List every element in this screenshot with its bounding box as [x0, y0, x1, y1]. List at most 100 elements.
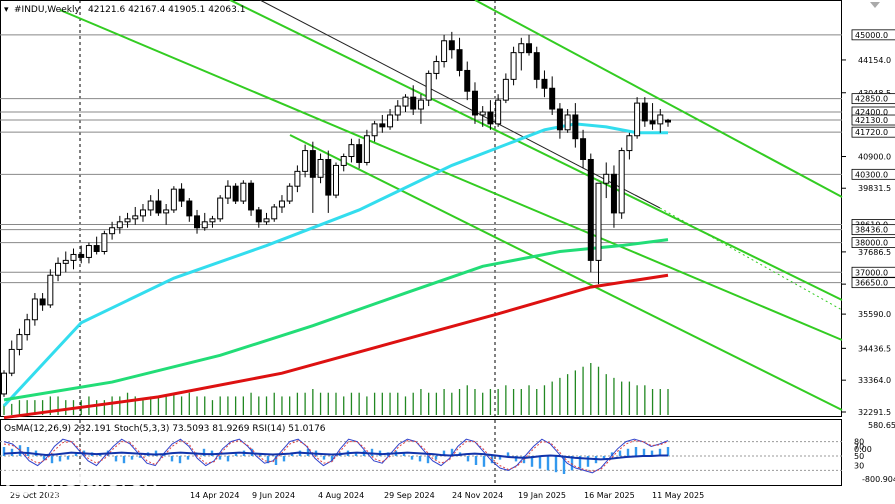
x-tick-label: 29 Sep 2024 — [384, 491, 435, 500]
level-badge — [851, 126, 895, 138]
chart-header-ohlc: 42121.6 42167.4 41905.1 42063.1 — [88, 5, 245, 15]
candle-body — [371, 123, 378, 137]
level-badge-label: 41720.0 — [855, 128, 888, 137]
y-tick-label: 37686.5 — [858, 248, 891, 257]
level-badge — [851, 277, 895, 289]
candle-body — [665, 119, 671, 123]
candle-body — [572, 114, 579, 140]
x-tick-label: 19 Jan 2025 — [518, 491, 566, 500]
candle-body — [556, 108, 563, 131]
candle-body — [39, 298, 46, 306]
x-tick-label: 24 Nov 2024 — [452, 491, 503, 500]
candle-body — [201, 221, 208, 229]
candle-body — [448, 40, 455, 51]
level-badge-label: 37000.0 — [855, 268, 888, 277]
candle-body — [464, 69, 471, 92]
candle-body — [641, 102, 648, 122]
candle-body — [471, 90, 478, 116]
candle-body — [348, 144, 355, 158]
level-badge-label: 38000.0 — [855, 239, 888, 248]
indicator-header: OsMA(12,26,9) 232.191 Stoch(5,3,3) 73.50… — [4, 424, 326, 434]
candle-body — [587, 158, 594, 261]
candle-body — [626, 135, 633, 152]
y-tick-label: 39831.5 — [858, 184, 891, 193]
stoch-signal-line — [3, 440, 669, 472]
level-badge — [851, 114, 895, 126]
watermark-logo-icon — [4, 460, 40, 496]
candle-body — [456, 49, 463, 71]
candle-body — [194, 215, 201, 229]
candle-body — [564, 114, 571, 131]
scroll-arrow-icon[interactable] — [870, 2, 880, 8]
candle-body — [410, 96, 417, 110]
candle-body — [394, 105, 401, 116]
candle-body — [518, 43, 525, 54]
candle-body — [101, 233, 108, 252]
candle-body — [618, 150, 625, 214]
candle-body — [70, 253, 77, 261]
candle-body — [309, 150, 316, 178]
candle-body — [387, 114, 394, 128]
candlesticks — [1, 31, 671, 397]
x-tick-label: 29 Oct 2023 — [10, 491, 59, 500]
candle-body — [479, 111, 486, 116]
candle-body — [433, 61, 440, 74]
candle-body — [294, 170, 301, 187]
candle-body — [417, 99, 424, 110]
time-axis: 29 Oct 2023 14 Apr 2024 9 Jun 2024 4 Aug 20… — [10, 491, 704, 500]
candle-body — [510, 52, 517, 80]
x-tick-label: 16 Mar 2025 — [584, 491, 635, 500]
candle-body — [325, 158, 332, 196]
resistance-line — [474, 0, 843, 198]
candle-body — [186, 200, 193, 217]
candle-body — [31, 298, 38, 321]
level-badge — [851, 224, 895, 236]
indicator-axis-min: -800.904 — [862, 475, 895, 484]
candle-body — [24, 319, 31, 336]
level-badge-label: 42850.0 — [855, 95, 888, 104]
candle-body — [441, 40, 448, 63]
chart-header-icon: ▾ — [4, 5, 9, 15]
candle-body — [333, 164, 339, 196]
level-badge-label: 36650.0 — [855, 279, 888, 288]
candle-body — [224, 185, 231, 199]
candle-body — [248, 182, 255, 211]
candle-body — [286, 185, 293, 202]
candle-body — [549, 87, 556, 110]
watermark: instaforex Instant Forex Trading — [4, 460, 157, 501]
candle-body — [109, 227, 116, 235]
candle-body — [1, 372, 7, 395]
candle-body — [8, 348, 15, 374]
indicator-lines — [0, 438, 842, 474]
indicator-axis-max: 580.658 — [868, 421, 895, 430]
volume-bars — [3, 363, 669, 415]
indicator-axis-label: 50 — [854, 452, 864, 461]
x-tick-label: 14 Apr 2024 — [190, 491, 239, 500]
candle-body — [317, 158, 324, 178]
candle-body — [147, 200, 154, 211]
y-tick-label: 33364.0 — [858, 376, 891, 385]
candle-body — [93, 245, 100, 252]
level-badge — [851, 168, 895, 180]
candle-body — [541, 78, 548, 89]
candle-body — [363, 135, 370, 163]
x-tick-label: 9 Jun 2024 — [252, 491, 295, 500]
candle-body — [657, 114, 664, 125]
candle-body — [580, 138, 587, 160]
candle-body — [425, 72, 432, 101]
candle-body — [116, 221, 123, 229]
x-tick-label: 4 Aug 2024 — [318, 491, 364, 500]
ma-slow-line — [3, 273, 669, 420]
level-badge-label: 42130.0 — [855, 116, 888, 125]
channel-upper-line — [229, 0, 843, 301]
indicator-axis-label: 80 — [854, 438, 864, 447]
rsi-line — [3, 451, 668, 461]
candle-body — [217, 197, 224, 220]
level-badge-label: 38436.0 — [855, 226, 888, 235]
candle-body — [163, 209, 170, 214]
candle-body — [533, 52, 540, 80]
level-badge — [851, 237, 895, 248]
trend-lines — [59, 0, 843, 411]
